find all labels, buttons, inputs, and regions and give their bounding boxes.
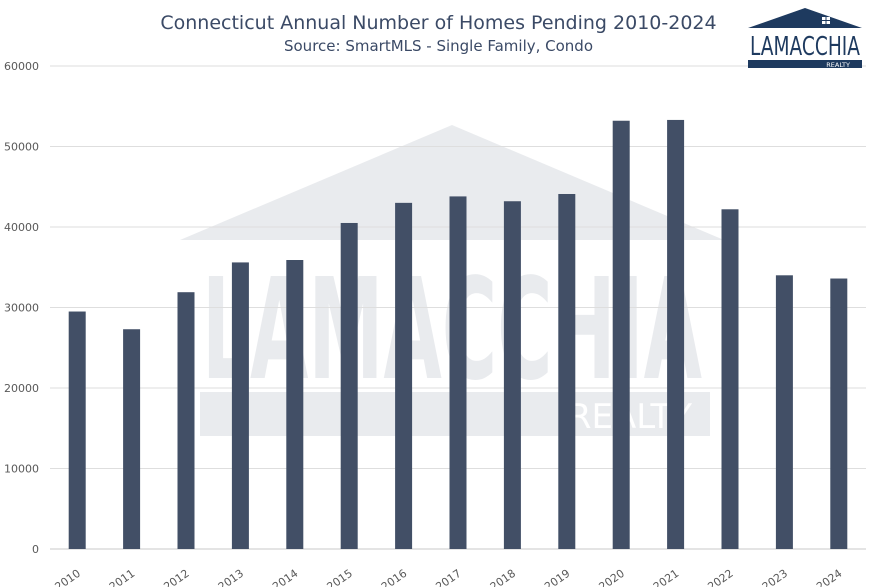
x-axis: 2010 2011 2012 2013 2014 2015 2016 2017 2018 2019… xyxy=(53,567,845,587)
y-tick-label: 50000 xyxy=(4,141,39,154)
chart-subtitle: Source: SmartMLS - Single Family, Condo xyxy=(283,37,594,55)
bar-2021 xyxy=(667,119,685,549)
x-tick-label: 2019 xyxy=(542,567,572,587)
x-tick-label: 2017 xyxy=(433,567,463,587)
x-tick-label: 2010 xyxy=(53,567,83,587)
bar-2011 xyxy=(123,329,141,549)
x-tick-label: 2022 xyxy=(705,567,735,587)
x-tick-label: 2018 xyxy=(488,567,518,587)
bar-2019 xyxy=(558,193,576,549)
bar-2010 xyxy=(68,311,86,549)
x-tick-label: 2014 xyxy=(270,567,300,587)
y-axis: 0 10000 20000 30000 40000 50000 60000 xyxy=(4,60,39,556)
y-tick-label: 0 xyxy=(32,543,39,556)
x-tick-label: 2021 xyxy=(651,567,681,587)
y-tick-label: 30000 xyxy=(4,302,39,315)
bar-2017 xyxy=(449,196,467,549)
bar-2012 xyxy=(177,292,195,549)
y-tick-label: 20000 xyxy=(4,382,39,395)
x-tick-label: 2016 xyxy=(379,567,409,587)
x-tick-label: 2015 xyxy=(325,567,355,587)
x-tick-label: 2011 xyxy=(107,567,137,587)
x-tick-label: 2023 xyxy=(760,567,790,587)
x-tick-label: 2013 xyxy=(216,567,246,587)
x-tick-label: 2024 xyxy=(814,567,844,587)
y-tick-label: 60000 xyxy=(4,60,39,73)
x-tick-label: 2012 xyxy=(161,567,191,587)
y-tick-label: 10000 xyxy=(4,463,39,476)
bar-2013 xyxy=(231,262,249,549)
logo-wordmark: LAMACCHIA xyxy=(750,32,860,62)
x-tick-label: 2020 xyxy=(597,567,627,587)
bars xyxy=(68,119,848,550)
bar-2016 xyxy=(395,202,413,549)
logo-tagline: REALTY xyxy=(826,61,850,69)
bar-2022 xyxy=(721,209,739,550)
lamacchia-logo: LAMACCHIA REALTY xyxy=(748,8,862,69)
bar-2014 xyxy=(286,260,304,549)
y-tick-label: 40000 xyxy=(4,221,39,234)
bar-2020 xyxy=(612,120,630,550)
bar-2015 xyxy=(340,222,358,549)
bar-2024 xyxy=(830,278,848,549)
bar-2023 xyxy=(775,275,793,549)
chart-title: Connecticut Annual Number of Homes Pendi… xyxy=(160,12,717,34)
bar-2018 xyxy=(503,201,521,550)
